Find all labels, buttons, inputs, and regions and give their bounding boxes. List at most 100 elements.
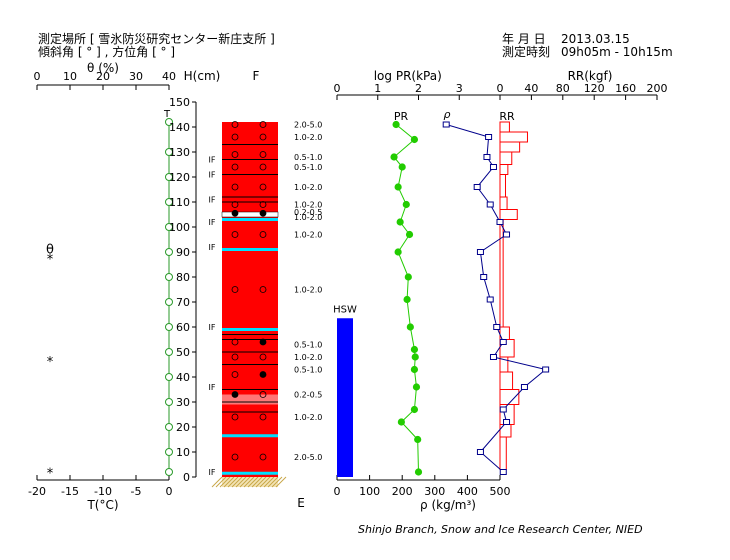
pr-point: [394, 183, 402, 191]
density-point: [489, 354, 497, 360]
pr-series-label: PR: [394, 110, 409, 123]
density-point: [476, 449, 484, 455]
height-tick-label: 110: [169, 196, 190, 209]
theta-tick-label: 40: [162, 70, 176, 83]
grain-shape-symbol: [259, 286, 267, 293]
height-tick-label: 130: [169, 146, 190, 159]
ground-fill: [222, 477, 278, 487]
ground-stroke: [263, 476, 275, 488]
pr-point: [414, 468, 423, 476]
ground-stroke: [239, 476, 251, 488]
height-tick-label: 90: [176, 246, 190, 259]
if-label: IF: [209, 323, 216, 332]
grain-shape-symbol: [259, 391, 267, 398]
grain-shape-symbol: [259, 151, 267, 158]
ground-stroke: [251, 476, 263, 488]
density-point: [486, 296, 494, 303]
theta-marker: *: [47, 355, 54, 370]
rr-series-label: RR: [499, 110, 515, 123]
grain-shape-symbol: [231, 183, 239, 191]
grain-size-label: 2.0-5.0: [294, 453, 322, 462]
grain-size-label: 0.5-1.0: [294, 341, 322, 350]
footer-credit: Shinjo Branch, Snow and Ice Research Cen…: [358, 523, 643, 536]
ground-stroke: [271, 476, 283, 488]
height-tick-label: 20: [176, 421, 190, 434]
grain-shape-symbol: [259, 133, 267, 141]
ground-hatch: [222, 477, 278, 487]
ground-stroke: [231, 476, 243, 488]
density-tick-label: 300: [424, 485, 445, 498]
pr-tick-label: 0: [334, 82, 341, 95]
density-series-label: ρ: [444, 108, 451, 121]
theta-tick-label: 20: [96, 70, 110, 83]
grain-shape-symbol: [259, 453, 267, 461]
grain-shape-symbol: [231, 163, 239, 171]
temp-tick-label: -20: [28, 485, 46, 498]
grain-shape-symbol: [231, 121, 239, 128]
grain-size-label: 0.5-1.0: [294, 163, 322, 172]
pr-point: [406, 323, 414, 331]
rr-tick-label: 160: [615, 82, 636, 95]
rr-bar: [499, 209, 518, 220]
rr-bar: [499, 436, 507, 470]
grain-shape-symbol: [231, 353, 239, 361]
temperature-point: [165, 118, 173, 126]
pr-point: [410, 345, 419, 354]
pr-tick-label: 1: [374, 82, 381, 95]
pr-point: [410, 405, 419, 414]
grain-shape-symbol: [259, 371, 267, 378]
density-point: [503, 419, 511, 425]
density-point: [520, 384, 528, 390]
time-value: 09h05m - 10h15m: [561, 45, 673, 59]
pr-point: [402, 200, 410, 209]
hsw-bar: [337, 318, 353, 477]
ground-stroke: [255, 476, 267, 488]
density-tick-label: 0: [334, 485, 341, 498]
grain-shape-symbol: [231, 286, 239, 293]
theta-tick-label: 0: [34, 70, 41, 83]
grain-shape-symbol: [259, 209, 267, 217]
ice-layer: [222, 218, 278, 221]
rr-bar: [499, 151, 513, 165]
density-tick-label: 400: [457, 485, 478, 498]
temp-tick-label: 0: [166, 485, 173, 498]
temperature-point: [165, 248, 173, 256]
grain-shape-symbol: [259, 338, 267, 346]
temp-axis-title: T(°C): [86, 498, 118, 512]
temp-tick-label: -5: [131, 485, 142, 498]
grain-size-label: 1.0-2.0: [294, 231, 322, 240]
temperature-point: [165, 273, 173, 281]
density-point: [483, 154, 491, 160]
ice-layer: [222, 248, 278, 251]
height-tick-label: 0: [183, 471, 190, 484]
temperature-point: [165, 448, 173, 456]
height-tick-label: 80: [176, 271, 190, 284]
grain-size-label: 0.2-0.5: [294, 391, 322, 400]
rr-tick-label: 200: [647, 82, 668, 95]
density-point: [499, 339, 507, 345]
grain-shape-symbol: [231, 133, 239, 141]
pr-point: [398, 163, 406, 171]
site-label: 測定場所 [ 雪氷防災研究センター新庄支所 ]: [38, 32, 275, 46]
density-line: [446, 124, 547, 473]
ground-stroke: [211, 476, 223, 488]
rr-bar: [499, 121, 510, 133]
pr-point: [414, 435, 422, 444]
pr-point: [411, 353, 419, 361]
rr-tick-label: 120: [584, 82, 605, 95]
height-tick-label: 60: [176, 321, 190, 334]
rr-bar: [499, 371, 514, 390]
grain-shape-symbol: [231, 151, 239, 158]
temperature-point: [165, 323, 173, 331]
grain-size-label: 1.0-2.0: [294, 286, 322, 295]
ground-stroke: [275, 476, 287, 488]
pr-point: [404, 273, 412, 281]
density-tick-label: 200: [392, 485, 413, 498]
rr-axis-title: RR(kgf): [568, 69, 613, 83]
ground-stroke: [247, 476, 259, 488]
temp-top-marker: T: [163, 109, 171, 120]
density-point: [542, 366, 550, 373]
if-label: IF: [209, 171, 216, 180]
density-point: [499, 406, 507, 413]
